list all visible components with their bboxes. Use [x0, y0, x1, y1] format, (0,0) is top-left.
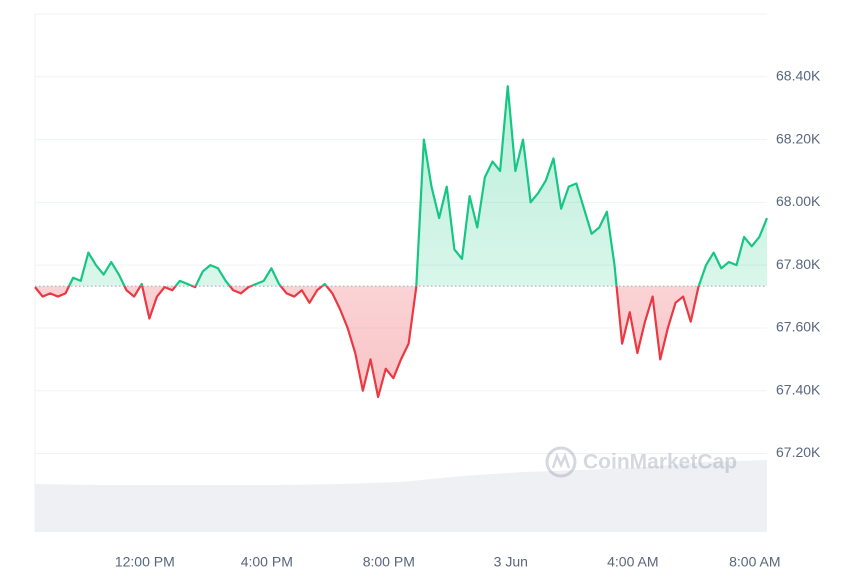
- y-tick-label: 67.80K: [776, 256, 821, 272]
- watermark: CoinMarketCap: [545, 446, 737, 478]
- y-tick-label: 68.20K: [776, 130, 821, 146]
- x-tick-label: 4:00 PM: [241, 554, 293, 570]
- y-tick-label: 68.40K: [776, 67, 821, 83]
- area-down: [35, 286, 699, 398]
- x-tick-label: 12:00 PM: [115, 554, 175, 570]
- area-up: [35, 86, 767, 287]
- y-tick-label: 68.00K: [776, 193, 821, 209]
- x-tick-label: 4:00 AM: [607, 554, 658, 570]
- y-tick-label: 67.60K: [776, 319, 821, 335]
- volume-area: [35, 460, 767, 532]
- x-tick-label: 3 Jun: [494, 554, 528, 570]
- x-tick-label: 8:00 PM: [363, 554, 415, 570]
- price-line-down: [34, 286, 700, 399]
- x-tick-label: 8:00 AM: [729, 554, 780, 570]
- watermark-text: CoinMarketCap: [583, 451, 737, 474]
- watermark-logo: [545, 446, 577, 478]
- watermark-logo-mark: [551, 452, 571, 469]
- y-tick-label: 67.40K: [776, 381, 821, 397]
- y-tick-label: 67.20K: [776, 444, 821, 460]
